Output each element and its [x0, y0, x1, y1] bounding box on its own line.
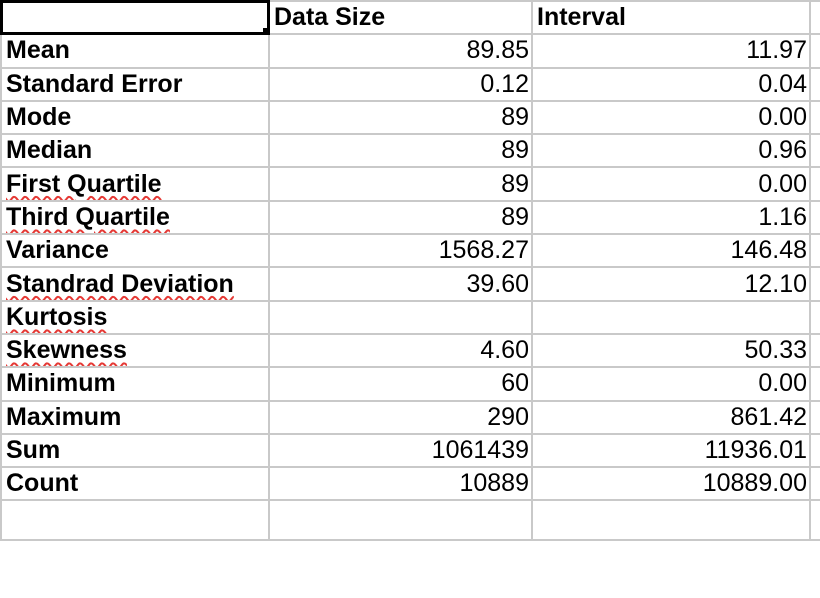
row-label-text: Variance — [6, 236, 109, 265]
grid-cell[interactable] — [809, 332, 820, 369]
data-size-cell[interactable]: 4.60 — [268, 332, 533, 369]
grid-cell[interactable] — [268, 499, 533, 542]
grid-cell[interactable] — [531, 499, 811, 542]
interval-cell[interactable]: 0.00 — [531, 366, 811, 402]
interval-cell[interactable]: 1.16 — [531, 199, 811, 236]
row-label-cell-first-quartile[interactable]: First Quartile — [0, 166, 270, 202]
interval-cell[interactable]: 10889.00 — [531, 466, 811, 502]
grid-cell[interactable] — [809, 299, 820, 335]
data-size-cell[interactable]: 39.60 — [268, 266, 533, 302]
row-label-text: Kurtosis — [6, 302, 108, 331]
interval-cell[interactable]: 861.42 — [531, 399, 811, 435]
table-row: Kurtosis — [0, 299, 820, 335]
grid-cell[interactable] — [0, 499, 270, 542]
column-header-data-size[interactable]: Data Size — [268, 0, 533, 36]
grid-cell[interactable] — [809, 0, 820, 36]
row-label-text: Maximum — [6, 402, 122, 431]
grid-cell[interactable] — [809, 199, 820, 236]
row-label-text: Count — [6, 469, 79, 498]
row-label-cell-variance[interactable]: Variance — [0, 233, 270, 269]
data-size-cell[interactable] — [268, 299, 533, 335]
grid-cell[interactable] — [809, 266, 820, 302]
interval-cell[interactable]: 11.97 — [531, 33, 811, 69]
data-size-cell[interactable]: 89 — [268, 166, 533, 202]
table-row: Maximum 290 861.42 — [0, 399, 820, 435]
row-label-text: Third Quartile — [6, 202, 170, 231]
grid-cell[interactable] — [809, 233, 820, 269]
table-row: Minimum 60 0.00 — [0, 366, 820, 402]
interval-cell[interactable]: 0.96 — [531, 133, 811, 169]
grid-cell[interactable] — [809, 366, 820, 402]
data-size-cell[interactable]: 89.85 — [268, 33, 533, 69]
table-row: Standard Error 0.12 0.04 — [0, 66, 820, 102]
row-label-text: Skewness — [6, 336, 127, 365]
data-size-cell[interactable]: 10889 — [268, 466, 533, 502]
table-row: Count 10889 10889.00 — [0, 466, 820, 502]
row-label-cell-mean[interactable]: Mean — [0, 33, 270, 69]
header-row: Data Size Interval — [0, 0, 820, 36]
grid-cell[interactable] — [809, 66, 820, 102]
row-label-cell-maximum[interactable]: Maximum — [0, 399, 270, 435]
table-row: Sum 1061439 11936.01 — [0, 432, 820, 469]
grid-cell[interactable] — [809, 166, 820, 202]
row-label-cell-count[interactable]: Count — [0, 466, 270, 502]
table-row: Mean 89.85 11.97 — [0, 33, 820, 69]
data-size-cell[interactable]: 1568.27 — [268, 233, 533, 269]
row-label-cell-mode[interactable]: Mode — [0, 99, 270, 136]
grid-cell[interactable] — [809, 399, 820, 435]
data-size-cell[interactable]: 89 — [268, 199, 533, 236]
table-row: Mode 89 0.00 — [0, 99, 820, 136]
row-label-cell-standard-error[interactable]: Standard Error — [0, 66, 270, 102]
row-label-text: Mode — [6, 103, 72, 132]
row-label-text: First Quartile — [6, 169, 162, 198]
row-label-text: Median — [6, 136, 93, 165]
statistics-table: Data Size Interval Mean 89.85 11.97 Standar… — [0, 0, 820, 542]
table-body: Data Size Interval Mean 89.85 11.97 Standar… — [0, 0, 820, 542]
interval-cell[interactable]: 50.33 — [531, 332, 811, 369]
data-size-cell[interactable]: 89 — [268, 99, 533, 136]
interval-cell[interactable] — [531, 299, 811, 335]
row-label-cell-third-quartile[interactable]: Third Quartile — [0, 199, 270, 236]
row-label-text: Minimum — [6, 369, 116, 398]
table-row: Median 89 0.96 — [0, 133, 820, 169]
data-size-cell[interactable]: 290 — [268, 399, 533, 435]
fill-handle[interactable] — [263, 28, 267, 33]
interval-cell[interactable]: 146.48 — [531, 233, 811, 269]
data-size-cell[interactable]: 60 — [268, 366, 533, 402]
data-size-cell[interactable]: 89 — [268, 133, 533, 169]
data-size-cell[interactable]: 1061439 — [268, 432, 533, 469]
row-label-text: Mean — [6, 36, 70, 65]
row-label-text: Standrad Deviation — [6, 269, 234, 298]
grid-cell[interactable] — [809, 499, 820, 542]
row-label-cell-sum[interactable]: Sum — [0, 432, 270, 469]
row-label-cell-skewness[interactable]: Skewness — [0, 332, 270, 369]
row-label-text: Standard Error — [6, 69, 183, 98]
data-size-cell[interactable]: 0.12 — [268, 66, 533, 102]
grid-cell[interactable] — [809, 133, 820, 169]
table-row: First Quartile 89 0.00 — [0, 166, 820, 202]
row-label-cell-minimum[interactable]: Minimum — [0, 366, 270, 402]
table-row: Variance 1568.27 146.48 — [0, 233, 820, 269]
interval-cell[interactable]: 11936.01 — [531, 432, 811, 469]
row-label-cell-kurtosis[interactable]: Kurtosis — [0, 299, 270, 335]
interval-cell[interactable]: 0.00 — [531, 99, 811, 136]
empty-row — [0, 499, 820, 542]
interval-cell[interactable]: 0.00 — [531, 166, 811, 202]
column-header-interval[interactable]: Interval — [531, 0, 811, 36]
interval-cell[interactable]: 0.04 — [531, 66, 811, 102]
table-row: Standrad Deviation 39.60 12.10 — [0, 266, 820, 302]
selected-cell-a1[interactable] — [0, 0, 270, 36]
table-row: Third Quartile 89 1.16 — [0, 199, 820, 236]
row-label-cell-standrad-deviation[interactable]: Standrad Deviation — [0, 266, 270, 302]
row-label-cell-median[interactable]: Median — [0, 133, 270, 169]
grid-cell[interactable] — [809, 432, 820, 469]
row-label-text: Sum — [6, 436, 61, 464]
grid-cell[interactable] — [809, 33, 820, 69]
grid-cell[interactable] — [809, 466, 820, 502]
table-row: Skewness 4.60 50.33 — [0, 332, 820, 369]
grid-cell[interactable] — [809, 99, 820, 136]
interval-cell[interactable]: 12.10 — [531, 266, 811, 302]
